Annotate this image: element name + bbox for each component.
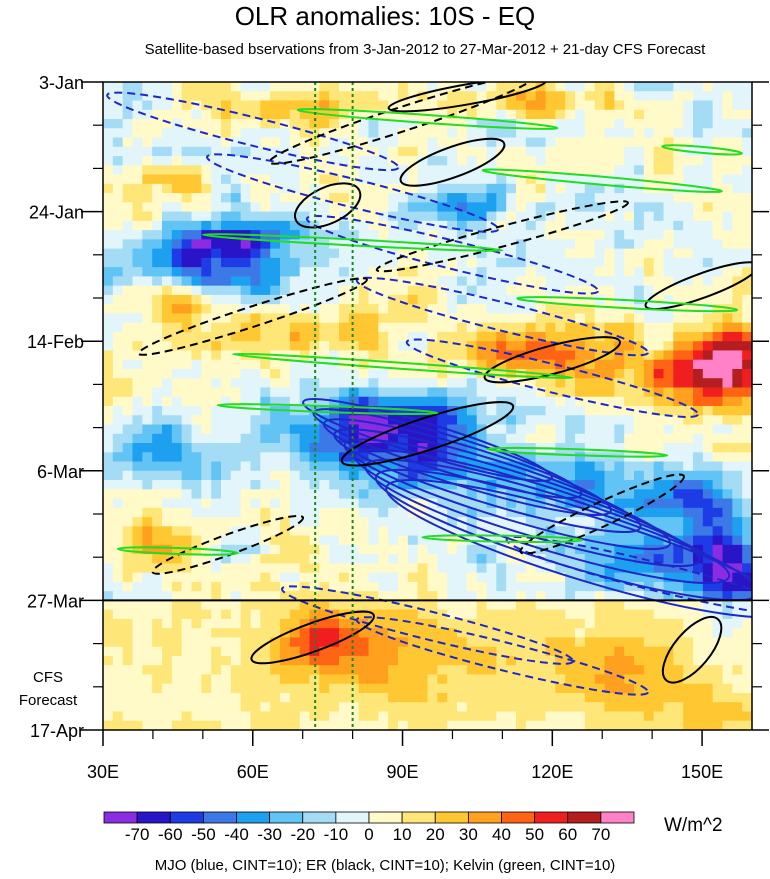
forecast-label: Forecast [19, 692, 78, 709]
colorbar-swatch [136, 811, 171, 824]
colorbar-label: -10 [324, 825, 349, 844]
colorbar-swatch [269, 811, 304, 824]
y-tick-label: 3-Jan [39, 73, 84, 93]
kelvin-contour [116, 546, 239, 556]
y-tick-label: 14-Feb [27, 332, 84, 352]
kelvin-contour [216, 403, 439, 415]
er-contour [661, 616, 723, 684]
colorbar-label: 10 [393, 825, 412, 844]
er-contour [250, 610, 375, 665]
colorbar-label: -60 [158, 825, 183, 844]
colorbar-swatch [534, 811, 569, 824]
y-tick-label: 27-Mar [27, 591, 84, 611]
colorbar-swatch [567, 811, 602, 824]
colorbar-swatch [236, 811, 271, 824]
mjo-contour [364, 458, 731, 585]
chart-title: OLR anomalies: 10S - EQ [234, 1, 536, 31]
x-tick-label: 150E [681, 762, 723, 782]
er-contour [519, 473, 685, 555]
colorbar-swatch [202, 811, 237, 824]
er-contour [375, 200, 629, 273]
mjo-contour [305, 215, 600, 295]
contour-legend-note: MJO (blue, CINT=10); ER (black, CINT=10)… [154, 857, 616, 874]
colorbar-label: -30 [257, 825, 282, 844]
x-tick-label: 60E [237, 762, 269, 782]
colorbar-label: -40 [224, 825, 249, 844]
colorbar-swatch [335, 811, 370, 824]
colorbar-swatch [434, 811, 469, 824]
x-tick-label: 30E [87, 762, 119, 782]
y-tick-label: 17-Apr [30, 721, 84, 741]
er-contour [483, 336, 622, 384]
mjo-contour [405, 338, 699, 418]
colorbar-label: 70 [591, 825, 610, 844]
colorbar-label: 50 [525, 825, 544, 844]
er-contour [399, 137, 506, 187]
colorbar-label: 30 [459, 825, 478, 844]
mjo-contour [355, 276, 649, 357]
mjo-contour [374, 468, 752, 602]
mjo-contour [206, 153, 500, 233]
colorbar-label: -70 [125, 825, 150, 844]
x-tick-label: 90E [387, 762, 419, 782]
er-contour [137, 277, 368, 356]
chart-subtitle: Satellite-based bservations from 3-Jan-2… [144, 41, 706, 58]
mjo-contour [322, 418, 613, 516]
colorbar-swatch [368, 811, 403, 824]
er-contour [644, 261, 752, 311]
colorbar: -70 -60 -50 -40 -30 -20 -10 0 10 20 30 40 50 60 70 [103, 811, 635, 844]
mjo-contour [106, 91, 400, 172]
colorbar-label: 20 [426, 825, 445, 844]
kelvin-contour [421, 534, 584, 543]
forecast-label: CFS [33, 669, 63, 686]
colorbar-units: W/m^2 [664, 815, 723, 836]
colorbar-swatch [302, 811, 337, 824]
mjo-contour [505, 535, 752, 616]
colorbar-swatch [401, 811, 436, 824]
er-contour [340, 401, 515, 467]
colorbar-swatch [501, 811, 536, 824]
x-tick-label: 120E [531, 762, 573, 782]
chart-axes: 3-Jan 24-Jan 14-Feb 6-Mar 27-Mar 17-Apr CFS For… [19, 73, 769, 782]
er-contour [294, 182, 362, 229]
mjo-contour [385, 478, 752, 619]
kelvin-contour [296, 108, 559, 130]
wave-filter-contours [106, 82, 752, 730]
mjo-contour [343, 438, 672, 550]
colorbar-swatch [169, 811, 204, 824]
mjo-contour [355, 616, 649, 696]
kelvin-contour [516, 296, 739, 313]
kelvin-contour [486, 446, 669, 458]
olr-anomaly-field [103, 82, 752, 730]
plot-frame [102, 81, 753, 731]
y-tick-label: 6-Mar [37, 462, 84, 482]
colorbar-label: -20 [290, 825, 315, 844]
y-tick-label: 24-Jan [29, 203, 84, 223]
colorbar-label: 40 [492, 825, 511, 844]
colorbar-label: 60 [558, 825, 577, 844]
colorbar-swatch [467, 811, 502, 824]
colorbar-label: -50 [191, 825, 216, 844]
kelvin-contour [661, 144, 743, 156]
kelvin-contour [231, 352, 574, 380]
er-contour [387, 82, 548, 113]
colorbar-label: 0 [364, 825, 373, 844]
mjo-contour [354, 448, 701, 568]
colorbar-swatch [103, 811, 138, 824]
colorbar-swatch [600, 811, 635, 824]
kelvin-contour [481, 168, 723, 193]
